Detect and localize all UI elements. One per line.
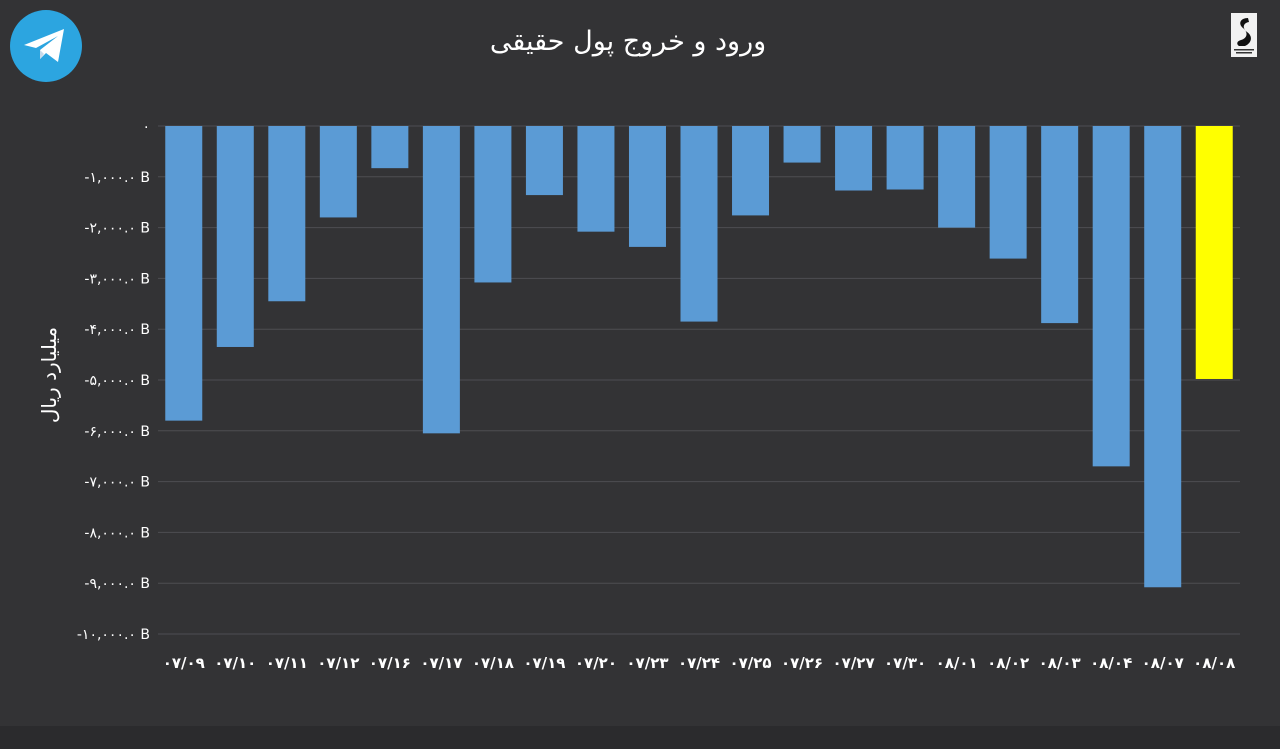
y-tick-label: -۵,۰۰۰.۰ B (84, 373, 150, 389)
bar (938, 126, 976, 228)
bar (1092, 126, 1130, 467)
x-tick-label: ۰۷/۱۷ (420, 654, 462, 672)
x-tick-label: ۰۷/۳۰ (884, 654, 926, 672)
y-tick-label: -۹,۰۰۰.۰ B (84, 576, 150, 592)
x-tick-label: ۰۷/۲۷ (833, 654, 875, 672)
x-tick-label: ۰۸/۰۱ (936, 654, 978, 672)
bar (268, 126, 306, 302)
y-tick-label: -۳,۰۰۰.۰ B (84, 271, 150, 287)
x-tick-label: ۰۷/۰۹ (163, 654, 205, 672)
bar (835, 126, 873, 191)
bar (165, 126, 203, 421)
y-tick-label: -۶,۰۰۰.۰ B (84, 424, 150, 440)
bar (783, 126, 821, 163)
x-tick-label: ۰۷/۱۶ (369, 654, 411, 672)
x-tick-label: ۰۸/۰۲ (987, 654, 1029, 672)
bar (525, 126, 563, 196)
bar (886, 126, 924, 190)
bar (732, 126, 770, 216)
bar (216, 126, 254, 347)
bottom-strip (0, 726, 1280, 749)
y-tick-label: -۷,۰۰۰.۰ B (84, 475, 150, 491)
x-tick-label: ۰۷/۱۱ (266, 654, 308, 672)
bar (422, 126, 460, 434)
x-tick-label: ۰۷/۲۶ (781, 654, 823, 672)
bar (474, 126, 512, 283)
x-tick-label: ۰۸/۰۷ (1142, 654, 1184, 672)
bar (1144, 126, 1182, 588)
bar-highlight (1195, 126, 1233, 379)
x-tick-label: ۰۸/۰۳ (1039, 654, 1081, 672)
y-tick-label: -۱۰,۰۰۰.۰ B (77, 627, 150, 643)
chart-title: ورود و خروج پول حقیقی (489, 26, 767, 57)
x-tick-label: ۰۷/۱۲ (317, 654, 359, 672)
bar (371, 126, 409, 169)
x-tick-label: ۰۷/۲۴ (678, 654, 720, 672)
bar (989, 126, 1027, 259)
y-axis-label: میلیارد ریال (37, 327, 61, 423)
y-tick-label: -۲,۰۰۰.۰ B (84, 221, 150, 237)
x-axis-ticks: ۰۷/۰۹ ۰۷/۱۰ ۰۷/۱۱ ۰۷/۱۲ ۰۷/۱۶ ۰۷/۱۷ ۰۷/۱۸ ۰۷/۱۹… (163, 654, 1236, 672)
y-tick-label: -۱,۰۰۰.۰ B (84, 170, 150, 186)
bar (577, 126, 615, 232)
x-tick-label: ۰۷/۲۵ (729, 654, 771, 672)
y-tick-label: ۰ (142, 119, 150, 135)
x-tick-label: ۰۸/۰۸ (1193, 654, 1235, 672)
bar (1041, 126, 1079, 324)
x-tick-label: ۰۸/۰۴ (1090, 654, 1132, 672)
brand-logo (1231, 13, 1257, 57)
y-tick-label: -۴,۰۰۰.۰ B (84, 322, 150, 338)
telegram-icon[interactable] (10, 10, 82, 82)
x-tick-label: ۰۷/۱۹ (523, 654, 565, 672)
x-tick-label: ۰۷/۱۰ (214, 654, 256, 672)
y-tick-label: -۸,۰۰۰.۰ B (84, 525, 150, 541)
x-tick-label: ۰۷/۲۰ (575, 654, 617, 672)
x-tick-label: ۰۷/۲۳ (626, 654, 668, 672)
bar (680, 126, 718, 322)
bar (319, 126, 357, 218)
x-tick-label: ۰۷/۱۸ (472, 654, 514, 672)
bars (165, 126, 1233, 588)
bar (628, 126, 666, 247)
y-axis-ticks: ۰ -۱,۰۰۰.۰ B -۲,۰۰۰.۰ B -۳,۰۰۰.۰ B -۴,۰۰۰.۰ … (77, 119, 150, 643)
